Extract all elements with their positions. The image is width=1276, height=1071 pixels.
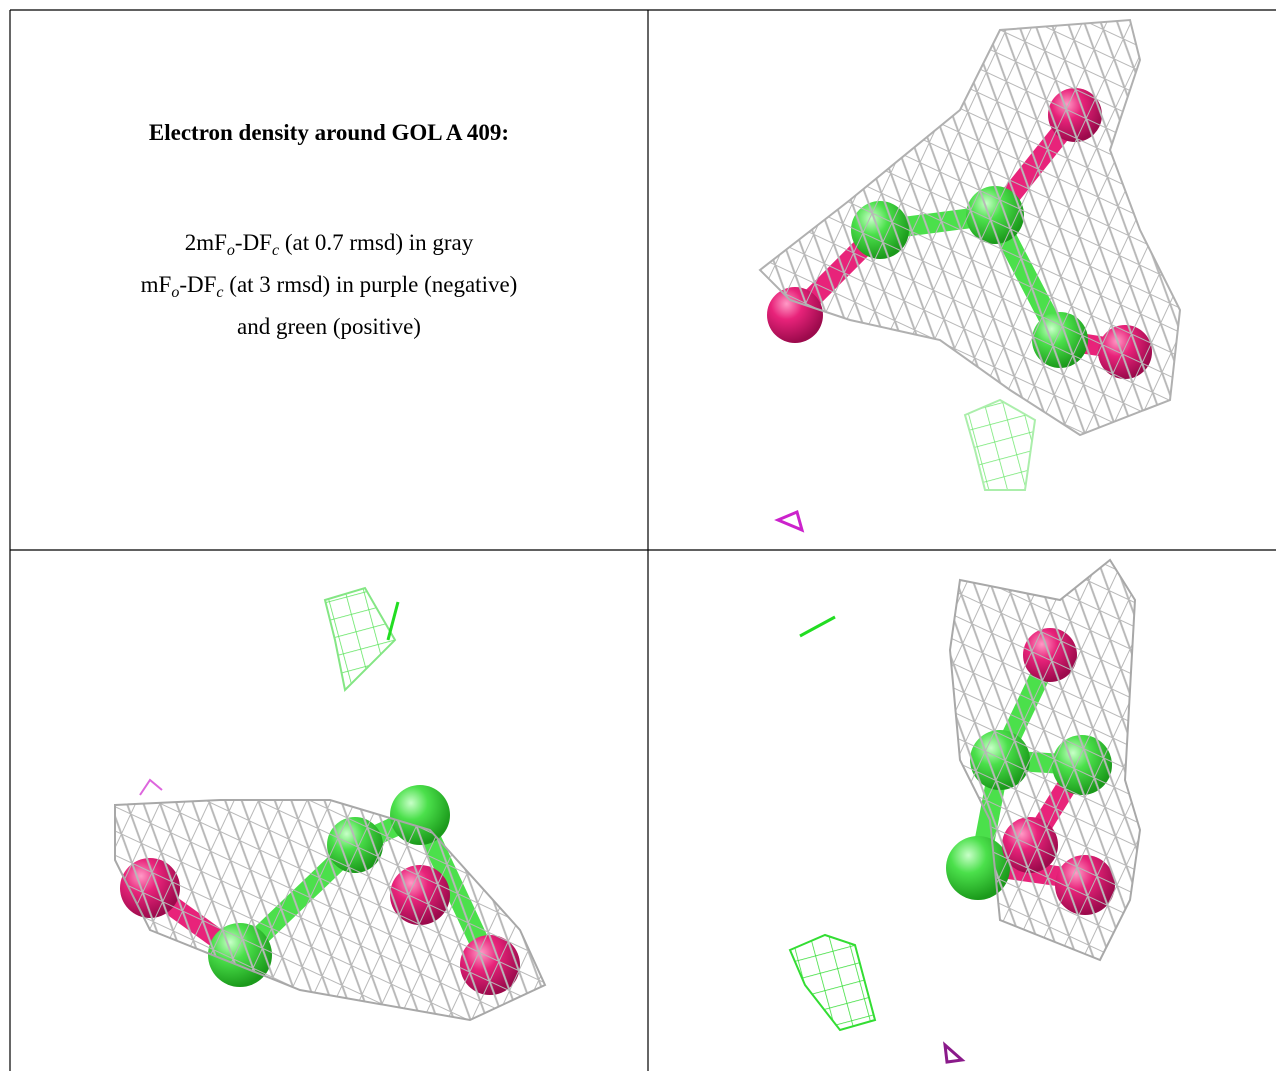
legend-line: mFo-DFc (at 3 rmsd) in purple (negative): [10, 268, 648, 310]
subscript: c: [272, 242, 279, 259]
text-segment: (at 0.7 rmsd) in gray: [279, 230, 473, 255]
legend-line: 2mFo-DFc (at 0.7 rmsd) in gray: [10, 226, 648, 268]
text-segment: -DF: [179, 272, 216, 297]
density-view-3: [790, 560, 1140, 1062]
text-segment: (at 3 rmsd) in purple (negative): [224, 272, 518, 297]
text-segment: -DF: [235, 230, 272, 255]
density-view-2: [115, 588, 545, 1020]
page: Electron density around GOL A 409: 2mFo-…: [0, 0, 1276, 1071]
caption: Electron density around GOL A 409: 2mFo-…: [10, 120, 648, 344]
caption-title: Electron density around GOL A 409:: [10, 120, 648, 146]
text-segment: and green (positive): [237, 314, 421, 339]
subscript: c: [216, 284, 223, 301]
text-segment: 2mF: [185, 230, 227, 255]
legend-line: and green (positive): [10, 310, 648, 344]
subscript: o: [227, 242, 235, 259]
density-view-1: [760, 20, 1180, 530]
text-segment: mF: [141, 272, 172, 297]
